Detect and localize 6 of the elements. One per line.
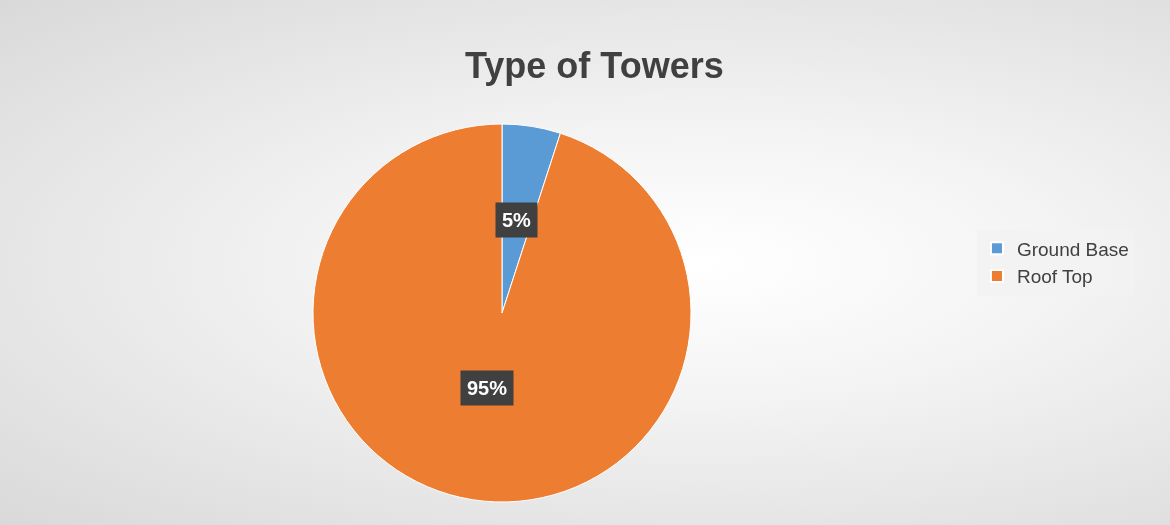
chart-title: Type of Towers — [465, 44, 724, 86]
legend-label: Roof Top — [1016, 266, 1093, 288]
legend-label: Ground Base — [1016, 238, 1129, 260]
data-label: 95% — [467, 377, 508, 399]
pie-slice — [312, 123, 692, 503]
data-label: 5% — [502, 209, 532, 231]
